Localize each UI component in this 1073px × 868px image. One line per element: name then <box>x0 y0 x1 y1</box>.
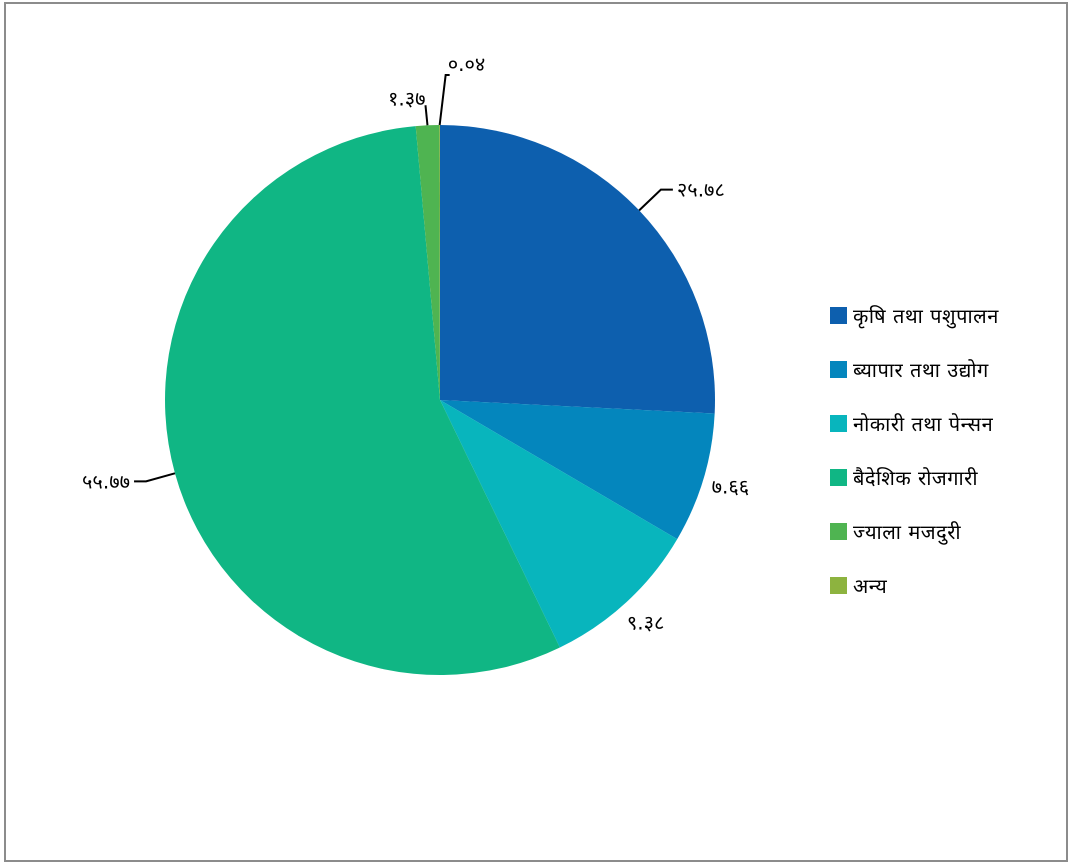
legend-swatch <box>830 360 847 378</box>
legend-label: बैदेशिक रोजगारी <box>853 465 979 490</box>
legend-swatch <box>830 522 847 540</box>
legend-item: ब्यापार तथा उद्योग <box>830 342 999 396</box>
leader-lines <box>134 74 673 483</box>
pie-slice-4 <box>415 125 440 400</box>
legend-label: कृषि तथा पशुपालन <box>853 303 999 328</box>
legend-swatch <box>830 414 847 432</box>
legend-swatch <box>830 576 847 594</box>
leader-line-5 <box>438 74 450 126</box>
legend-swatch <box>830 306 847 324</box>
data-labels: २५.७८ ७.६६ ९.३८ ५५.७७ १.३७ ०.०४ <box>82 52 749 635</box>
pie-slice-3 <box>165 126 560 676</box>
legend-item: ज्याला मजदुरी <box>830 504 999 558</box>
leader-line-0 <box>638 188 673 212</box>
legend-item: कृषि तथा पशुपालन <box>830 288 999 342</box>
legend-item: नोकारी तथा पेन्सन <box>830 396 999 450</box>
data-label-1: ७.६६ <box>712 475 750 499</box>
legend-label: नोकारी तथा पेन्सन <box>853 411 994 436</box>
legend-swatch <box>830 468 847 486</box>
pie-slice-5 <box>439 124 440 401</box>
data-label-2: ९.३८ <box>627 611 665 635</box>
legend-item: अन्य <box>830 558 999 612</box>
leader-line-3 <box>134 472 176 483</box>
pie-slice-2 <box>440 400 678 648</box>
legend-item: बैदेशिक रोजगारी <box>830 450 999 504</box>
legend-label: अन्य <box>853 573 888 598</box>
pie-slice-1 <box>440 400 715 540</box>
leader-line-4 <box>424 105 429 126</box>
data-label-3: ५५.७७ <box>82 469 130 493</box>
data-label-4: १.३७ <box>388 86 426 110</box>
legend-label: ज्याला मजदुरी <box>853 519 962 544</box>
pie-slices <box>165 124 716 676</box>
data-label-0: २५.७८ <box>677 178 725 202</box>
pie-slice-0 <box>440 125 716 414</box>
legend: कृषि तथा पशुपालन ब्यापार तथा उद्योग नोकारी… <box>830 288 999 612</box>
legend-label: ब्यापार तथा उद्योग <box>853 357 989 382</box>
data-label-5: ०.०४ <box>448 52 486 76</box>
